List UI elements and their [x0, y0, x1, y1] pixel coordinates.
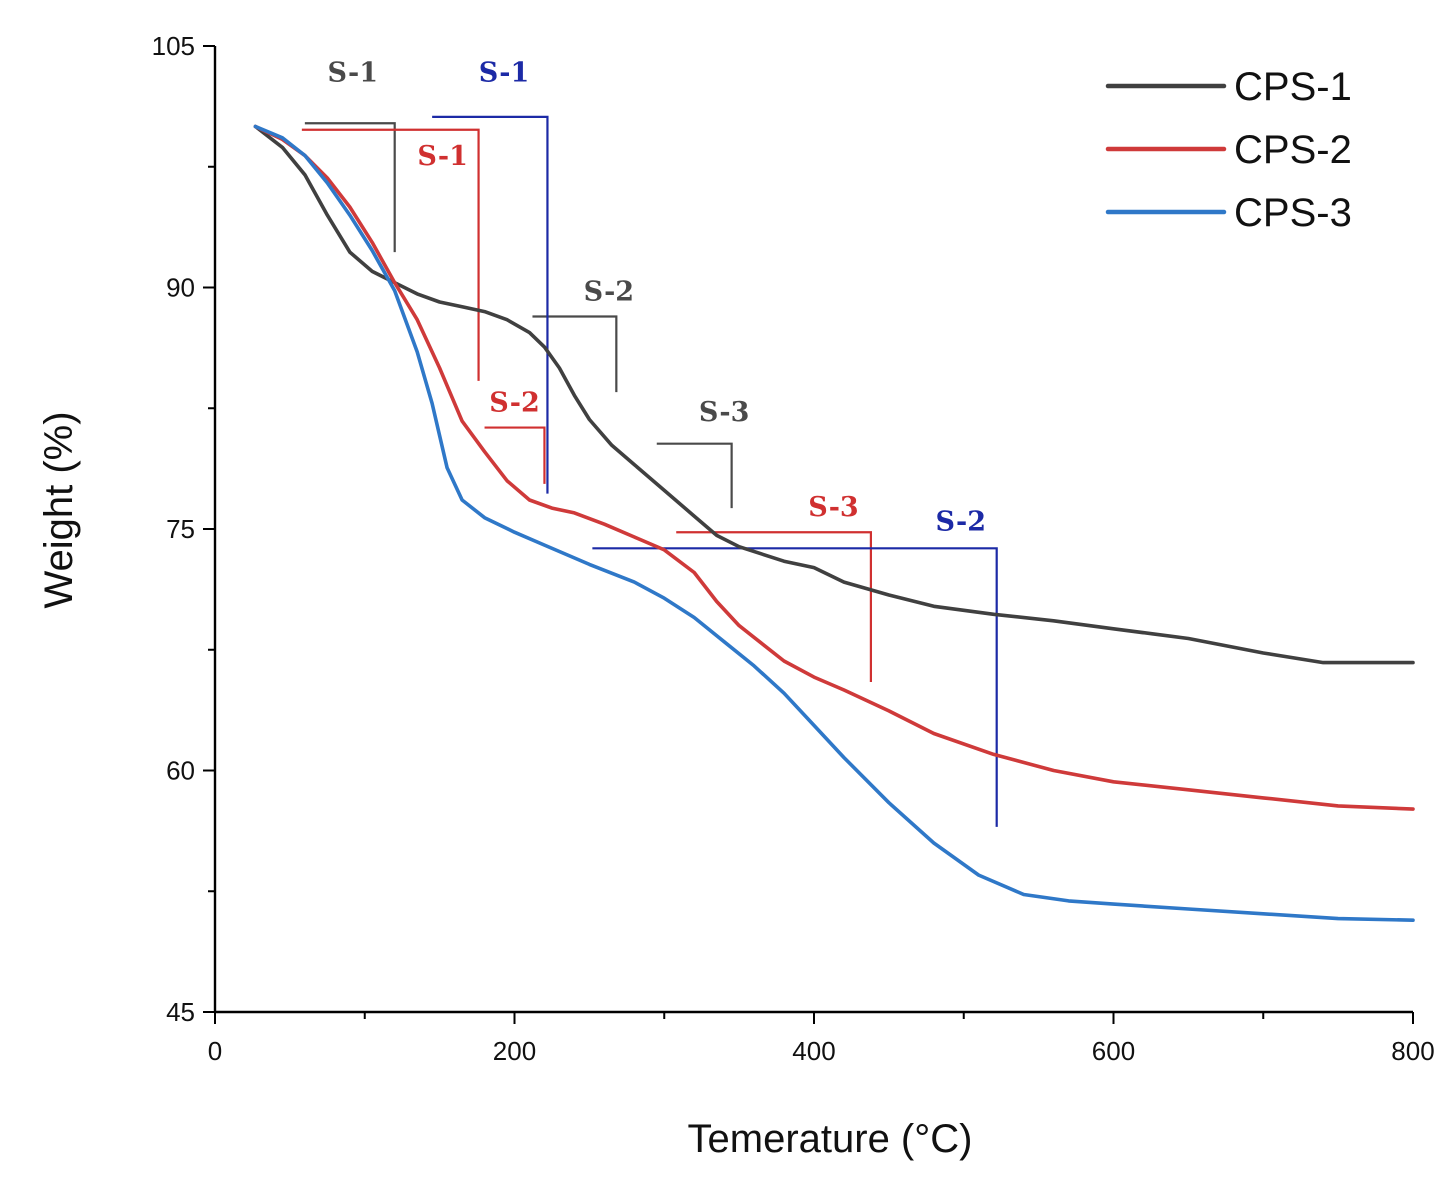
stage-label-cps-1-s-1: S-1: [328, 57, 378, 88]
stage-label-cps-3-s-2: S-2: [936, 507, 986, 538]
y-tick-label: 105: [152, 31, 195, 61]
stage-bracket-cps-2-s-1: [301, 128, 480, 381]
y-tick-label: 75: [166, 514, 195, 544]
stage-bracket-cps-2-s-2: [484, 426, 546, 484]
stage-label-cps-2-s-1: S-1: [417, 141, 467, 172]
stage-labels: S-1 S-2 S-3 S-1 S-2 S-3 S-1 S-2: [328, 57, 986, 537]
stage-label-cps-1-s-3: S-3: [699, 397, 749, 428]
stage-markers: [301, 115, 998, 827]
stage-bracket-cps-1-s-2: [532, 315, 618, 393]
y-tick-label: 90: [166, 273, 195, 303]
stage-label-cps-3-s-1: S-1: [479, 57, 529, 88]
stage-bracket-cps-1-s-3: [656, 442, 733, 509]
y-axis-title: Weight (%): [37, 411, 81, 608]
stage-label-cps-2-s-2: S-2: [489, 387, 539, 418]
legend: CPS-1 CPS-2 CPS-3: [1105, 65, 1352, 235]
x-tick-label: 600: [1092, 1036, 1135, 1066]
x-tick-label: 800: [1391, 1036, 1434, 1066]
stage-bracket-cps-2-s-3: [676, 531, 873, 682]
x-tick-label: 400: [792, 1036, 835, 1066]
x-axis-title: Temerature (°C): [688, 1117, 973, 1161]
tick-labels: 0 200 400 600 800 45 60 75 90 105: [152, 31, 1435, 1066]
legend-label-cps-3: CPS-3: [1234, 191, 1352, 235]
legend-label-cps-1: CPS-1: [1234, 65, 1352, 109]
stage-bracket-cps-1-s-1: [304, 122, 396, 253]
x-tick-label: 200: [493, 1036, 536, 1066]
stage-label-cps-1-s-2: S-2: [584, 276, 634, 307]
series-line-cps-2: [253, 124, 1415, 811]
stage-bracket-cps-3-s-1: [432, 115, 549, 494]
y-tick-label: 45: [166, 997, 195, 1027]
stage-label-cps-2-s-3: S-3: [808, 492, 858, 523]
stage-bracket-cps-3-s-2: [592, 547, 998, 827]
x-tick-label: 0: [208, 1036, 222, 1066]
y-tick-label: 60: [166, 756, 195, 786]
legend-label-cps-2: CPS-2: [1234, 128, 1352, 172]
series-lines: [253, 124, 1415, 923]
ticks: [203, 45, 1414, 1024]
series-line-cps-3: [253, 124, 1415, 923]
